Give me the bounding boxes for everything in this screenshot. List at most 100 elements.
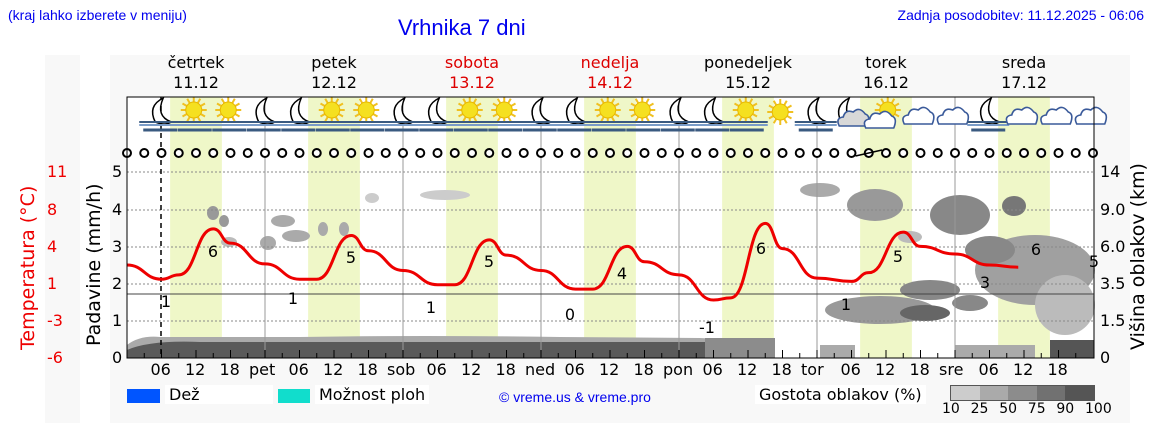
time-tick-label: 18 xyxy=(633,360,654,379)
axis-tick-label: 1 xyxy=(112,311,123,330)
time-tick-label: 06 xyxy=(288,360,309,379)
last-update: Zadnja posodobitev: 11.12.2025 - 06:06 xyxy=(897,7,1144,23)
colorbar-tick: 25 xyxy=(970,401,989,417)
time-tick-label: 12 xyxy=(185,360,206,379)
day-name: torek xyxy=(865,53,907,72)
time-tick-label: 06 xyxy=(564,360,585,379)
rain-legend-swatch xyxy=(127,389,160,403)
axis-tick-label: 0 xyxy=(1100,348,1111,367)
time-tick-label: 18 xyxy=(219,360,240,379)
time-tick-label: 18 xyxy=(1047,360,1068,379)
day-name: četrtek xyxy=(167,53,225,72)
x-tick-marks xyxy=(143,350,1077,358)
svg-text:1: 1 xyxy=(426,298,436,317)
time-tick-label: 06 xyxy=(150,360,171,379)
page-title: Vrhnika 7 dni xyxy=(398,15,526,40)
svg-text:5: 5 xyxy=(484,252,494,271)
day-label: torek 16.12 xyxy=(821,53,951,93)
wind-row xyxy=(122,148,1098,158)
day-date: 12.12 xyxy=(311,73,357,92)
time-tick-label: sre xyxy=(939,360,964,379)
time-tick-label: 12 xyxy=(461,360,482,379)
time-tick-label: 18 xyxy=(771,360,792,379)
svg-text:1: 1 xyxy=(841,295,851,314)
day-label: četrtek 11.12 xyxy=(131,53,261,93)
axis-tick-label: 1 xyxy=(47,274,58,293)
time-tick-label: pet xyxy=(249,360,276,379)
showers-legend-swatch xyxy=(278,389,310,403)
axis-tick-label: -6 xyxy=(47,348,63,367)
temperature-line xyxy=(126,221,1019,302)
axis-tick-label: 0 xyxy=(112,348,123,367)
svg-text:5: 5 xyxy=(893,247,903,266)
time-tick-label: ned xyxy=(525,360,556,379)
colorbar-segment xyxy=(1008,386,1037,400)
colorbar-segment xyxy=(1036,386,1066,400)
day-date: 15.12 xyxy=(725,73,771,92)
day-name: sreda xyxy=(1001,53,1047,72)
cloud-height-axis-title: Višina oblakov (km) xyxy=(1127,163,1149,350)
time-tick-label: 12 xyxy=(1013,360,1034,379)
svg-text:6: 6 xyxy=(208,242,218,261)
day-date: 11.12 xyxy=(173,73,219,92)
svg-text:3: 3 xyxy=(980,273,990,292)
svg-text:-1: -1 xyxy=(699,318,715,337)
axis-tick-label: -3 xyxy=(47,311,63,330)
cloud-density-layer xyxy=(127,183,1095,358)
svg-text:1: 1 xyxy=(288,289,298,308)
axis-tick-label: 9.0 xyxy=(1100,200,1126,219)
day-date: 14.12 xyxy=(587,73,633,92)
colorbar-tick: 50 xyxy=(999,401,1018,417)
day-date: 17.12 xyxy=(1001,73,1047,92)
time-tick-label: tor xyxy=(801,360,824,379)
day-date: 16.12 xyxy=(863,73,909,92)
showers-legend-label: Možnost ploh xyxy=(315,385,430,404)
time-tick-label: 18 xyxy=(909,360,930,379)
axis-tick-label: 14 xyxy=(1100,162,1121,181)
svg-text:6: 6 xyxy=(1031,240,1041,259)
axis-tick-label: 4 xyxy=(112,200,123,219)
time-tick-label: 06 xyxy=(702,360,723,379)
day-label: sobota 13.12 xyxy=(407,53,537,93)
time-tick-label: 18 xyxy=(357,360,378,379)
colorbar-tick: 10 xyxy=(942,401,960,417)
weather-icons-row xyxy=(139,96,1108,132)
day-label: nedelja 14.12 xyxy=(545,53,675,93)
day-label: ponedeljek 15.12 xyxy=(683,53,813,93)
axis-tick-label: 11 xyxy=(47,162,68,181)
axis-tick-label: 6.0 xyxy=(1100,237,1126,256)
colorbar-segment xyxy=(951,386,980,400)
rain-legend-label: Dež xyxy=(165,385,273,404)
axis-tick-label: 2 xyxy=(112,274,123,293)
day-name: ponedeljek xyxy=(704,53,792,72)
colorbar-tick: 90 xyxy=(1056,401,1075,417)
day-name: sobota xyxy=(444,53,500,72)
day-name: nedelja xyxy=(580,53,640,72)
colorbar-segment xyxy=(979,386,1009,400)
time-tick-label: 12 xyxy=(875,360,896,379)
axis-tick-label: 3 xyxy=(112,237,123,256)
time-tick-label: 12 xyxy=(737,360,758,379)
cloud-density-colorbar xyxy=(950,385,1095,401)
colorbar-tick: 100 xyxy=(1085,401,1112,417)
time-tick-label: 12 xyxy=(599,360,620,379)
day-separator-lines xyxy=(264,97,956,358)
time-tick-label: 12 xyxy=(323,360,344,379)
time-tick-label: 06 xyxy=(426,360,447,379)
copyright-link[interactable]: © vreme.us & vreme.pro xyxy=(499,389,651,405)
day-label: petek 12.12 xyxy=(269,53,399,93)
svg-text:5: 5 xyxy=(346,248,356,267)
svg-text:0: 0 xyxy=(565,305,575,324)
time-tick-label: 18 xyxy=(495,360,516,379)
colorbar-segment xyxy=(1065,386,1094,400)
time-tick-label: 06 xyxy=(978,360,999,379)
day-date: 13.12 xyxy=(449,73,495,92)
day-label: sreda 17.12 xyxy=(959,53,1089,93)
axis-tick-label: 8 xyxy=(47,200,58,219)
time-tick-label: sob xyxy=(387,360,416,379)
time-tick-label: 06 xyxy=(840,360,861,379)
svg-text:1: 1 xyxy=(161,292,171,311)
axis-tick-label: 1.5 xyxy=(1100,311,1126,330)
